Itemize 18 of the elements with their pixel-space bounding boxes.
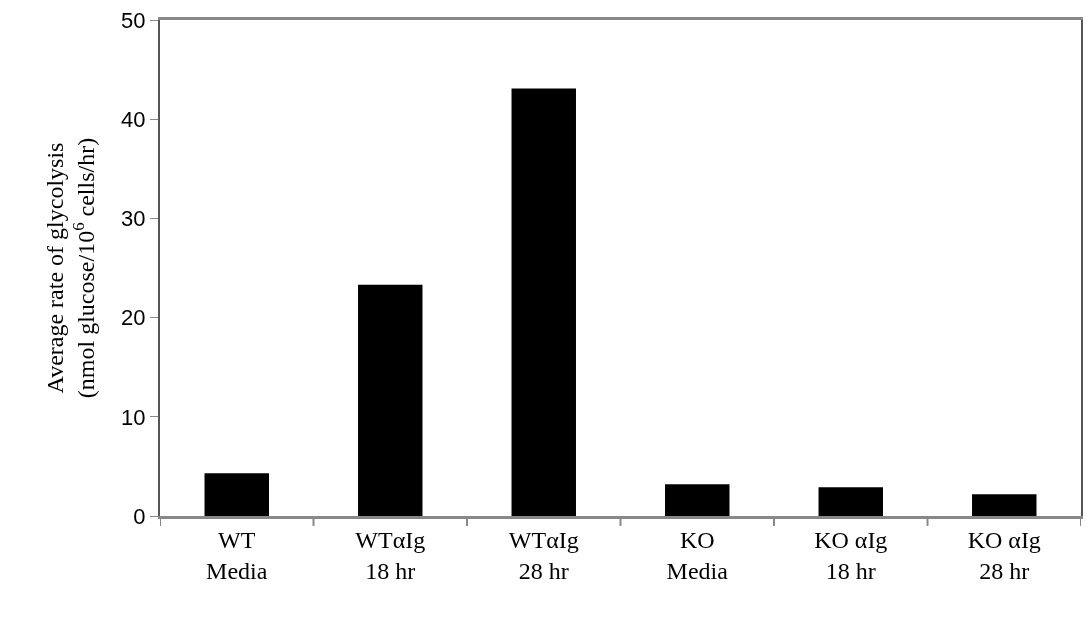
y-tick-label: 0 (133, 503, 146, 529)
y-tick-label: 50 (121, 7, 146, 33)
x-tick-label: WTαIg 18 hr (355, 526, 426, 584)
x-tick-label: KO αIg 18 hr (814, 526, 888, 584)
y-tick-label: 40 (121, 106, 146, 132)
x-tick-label: KO αIg 28 hr (967, 526, 1041, 584)
y-tick-label: 30 (121, 206, 146, 232)
y-tick-label: 20 (121, 305, 146, 331)
bar (665, 484, 730, 516)
bar (358, 284, 423, 516)
x-tick-label: WTαIg 28 hr (508, 526, 579, 584)
bar (818, 487, 883, 516)
y-tick-label: 10 (121, 404, 146, 430)
x-tick-label: WT Media (206, 526, 268, 584)
bar (511, 88, 576, 516)
bar (204, 473, 269, 516)
x-tick-label: KO Media (666, 526, 729, 584)
bar (972, 494, 1037, 516)
